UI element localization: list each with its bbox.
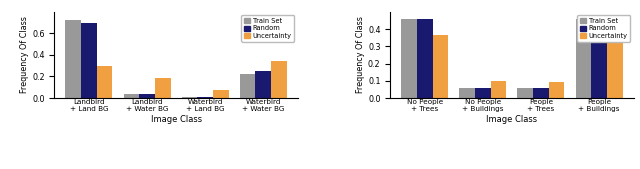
X-axis label: Image Class: Image Class — [486, 115, 538, 124]
Y-axis label: Frequency Of Class: Frequency Of Class — [20, 17, 29, 93]
Bar — [255, 71, 271, 98]
Bar — [155, 78, 171, 98]
Bar — [517, 88, 533, 98]
X-axis label: Image Class: Image Class — [150, 115, 202, 124]
Bar — [401, 19, 417, 98]
Bar — [140, 94, 155, 98]
Bar — [197, 97, 213, 98]
Bar — [591, 19, 607, 98]
Bar — [433, 35, 449, 98]
Bar — [213, 90, 228, 98]
Bar — [460, 88, 475, 98]
Bar — [239, 74, 255, 98]
Bar — [65, 20, 81, 98]
Bar — [607, 38, 623, 98]
Legend: Train Set, Random, Uncertainty: Train Set, Random, Uncertainty — [577, 15, 630, 42]
Bar — [548, 82, 564, 98]
Bar — [97, 66, 113, 98]
Bar — [417, 19, 433, 98]
Bar — [475, 88, 491, 98]
Y-axis label: Frequency Of Class: Frequency Of Class — [356, 17, 365, 93]
Bar — [575, 19, 591, 98]
Bar — [81, 23, 97, 98]
Bar — [182, 97, 197, 98]
Bar — [533, 88, 548, 98]
Bar — [271, 61, 287, 98]
Legend: Train Set, Random, Uncertainty: Train Set, Random, Uncertainty — [241, 15, 294, 42]
Bar — [124, 94, 140, 98]
Bar — [491, 81, 506, 98]
